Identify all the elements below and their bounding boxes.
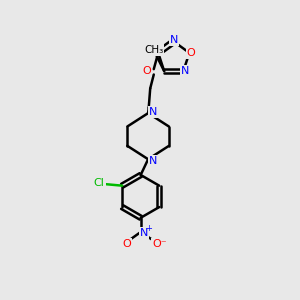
Text: N: N [181,66,189,76]
Text: O⁻: O⁻ [152,239,167,249]
Text: N: N [140,228,148,238]
Text: N: N [149,156,158,166]
Text: O: O [143,66,152,76]
Text: N: N [169,35,178,45]
Text: +: + [146,224,152,233]
Text: O: O [186,48,195,58]
Text: N: N [149,107,158,117]
Text: CH₃: CH₃ [144,45,164,55]
Text: Cl: Cl [94,178,105,188]
Text: O: O [122,239,131,249]
